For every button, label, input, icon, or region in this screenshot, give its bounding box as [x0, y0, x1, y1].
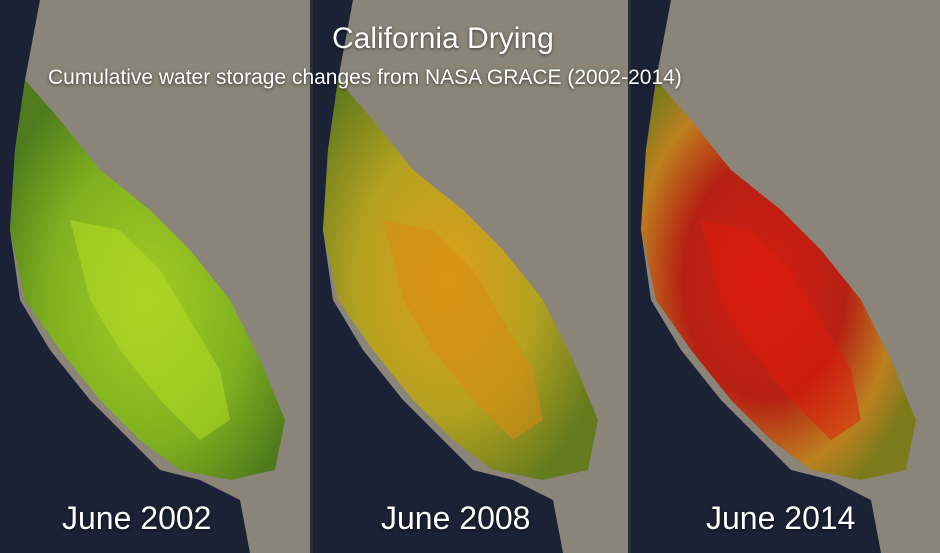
map-panel-2002: June 2002 [0, 0, 310, 553]
central-valley [70, 220, 230, 440]
panel-divider [310, 0, 313, 553]
central-valley [383, 220, 543, 440]
map-panel-2008: June 2008 [313, 0, 628, 553]
panel-label: June 2008 [381, 500, 531, 536]
california-map-2008 [313, 0, 628, 553]
map-panel-2014: June 2014 [631, 0, 940, 553]
central-valley [701, 220, 861, 440]
panel-divider [628, 0, 631, 553]
panel-label: June 2014 [706, 500, 856, 536]
california-map-2014 [631, 0, 940, 553]
california-map-2002 [0, 0, 310, 553]
figure-subtitle: Cumulative water storage changes from NA… [48, 66, 682, 89]
figure-title: California Drying [332, 22, 554, 55]
panel-label: June 2002 [62, 500, 212, 536]
